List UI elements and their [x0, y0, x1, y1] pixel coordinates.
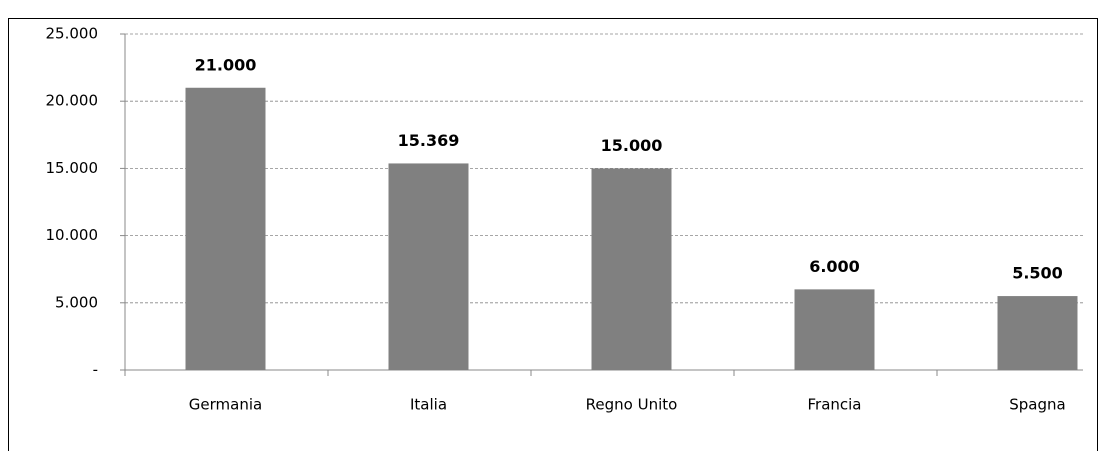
value-label: 5.500 — [1012, 264, 1063, 283]
x-tick-label: Germania — [189, 396, 262, 414]
y-tick-label: 20.000 — [46, 92, 99, 110]
y-tick-label: 10.000 — [46, 226, 99, 244]
y-tick-label: 25.000 — [46, 25, 99, 43]
value-label: 15.369 — [398, 131, 460, 150]
bar — [997, 296, 1078, 370]
bar — [591, 168, 672, 370]
x-tick-label: Italia — [410, 396, 447, 414]
value-label: 6.000 — [809, 257, 860, 276]
x-tick-label: Regno Unito — [586, 396, 678, 414]
y-tick-label: 5.000 — [55, 293, 98, 311]
y-tick-label: - — [93, 361, 98, 379]
bar — [794, 289, 875, 370]
bar — [185, 87, 266, 370]
value-label: 15.000 — [601, 136, 663, 155]
x-tick-label: Spagna — [1009, 396, 1065, 414]
bar — [388, 163, 469, 370]
y-tick-label: 15.000 — [46, 159, 99, 177]
chart-frame — [8, 18, 1098, 451]
value-label: 21.000 — [195, 55, 257, 74]
x-tick-label: Francia — [807, 396, 861, 414]
